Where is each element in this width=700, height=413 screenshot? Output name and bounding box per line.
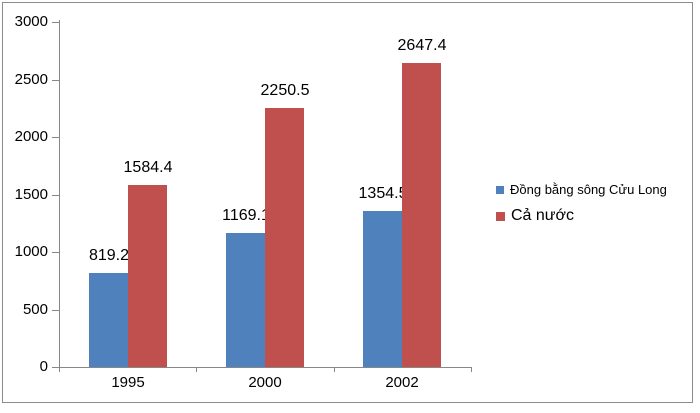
y-axis-tick-label: 500 <box>22 301 48 318</box>
y-axis-tick-label: 1500 <box>14 186 48 203</box>
legend-label: Cả nước <box>511 207 574 224</box>
x-axis-label: 1995 <box>111 374 145 391</box>
data-label: 2250.5 <box>260 82 310 99</box>
x-axis-tick <box>334 367 335 372</box>
legend-item: Đồng bằng sông Cửu Long <box>496 181 667 198</box>
x-axis-tick <box>471 367 472 372</box>
y-axis-tick <box>52 80 59 81</box>
legend-swatch-red <box>496 211 505 221</box>
x-axis-tick <box>196 367 197 372</box>
y-axis-tick <box>52 137 59 138</box>
data-label: 1354.5 <box>358 185 408 202</box>
y-axis-line <box>59 20 60 367</box>
chart-border <box>2 2 693 403</box>
bar <box>89 273 128 367</box>
y-axis-tick <box>52 252 59 253</box>
bar <box>402 63 441 367</box>
y-axis-tick <box>52 367 59 368</box>
x-axis-line <box>59 367 472 368</box>
bar <box>128 185 167 367</box>
bar <box>363 211 402 367</box>
legend-swatch-blue <box>496 185 504 194</box>
data-label: 1169.1 <box>222 207 270 224</box>
bar <box>265 108 304 367</box>
data-label: 1584.4 <box>123 159 173 176</box>
bar <box>226 233 265 367</box>
y-axis-tick-label: 1000 <box>14 243 48 260</box>
y-axis-tick-label: 3000 <box>14 13 48 30</box>
data-label: 2647.4 <box>397 37 447 54</box>
y-axis-tick-label: 0 <box>39 358 48 375</box>
data-label: 819.2 <box>88 247 130 264</box>
legend-item: Cả nước <box>496 206 667 226</box>
y-axis-tick <box>52 310 59 311</box>
legend: Đồng bằng sông Cửu Long Cả nước <box>496 181 667 226</box>
y-axis-tick <box>52 22 59 23</box>
y-axis-tick <box>52 195 59 196</box>
x-axis-label: 2000 <box>248 374 282 391</box>
legend-label: Đồng bằng sông Cửu Long <box>510 182 667 197</box>
y-axis-tick-label: 2500 <box>14 71 48 88</box>
x-axis-label: 2002 <box>385 374 419 391</box>
x-axis-tick <box>59 367 60 372</box>
y-axis-tick-label: 2000 <box>14 128 48 145</box>
